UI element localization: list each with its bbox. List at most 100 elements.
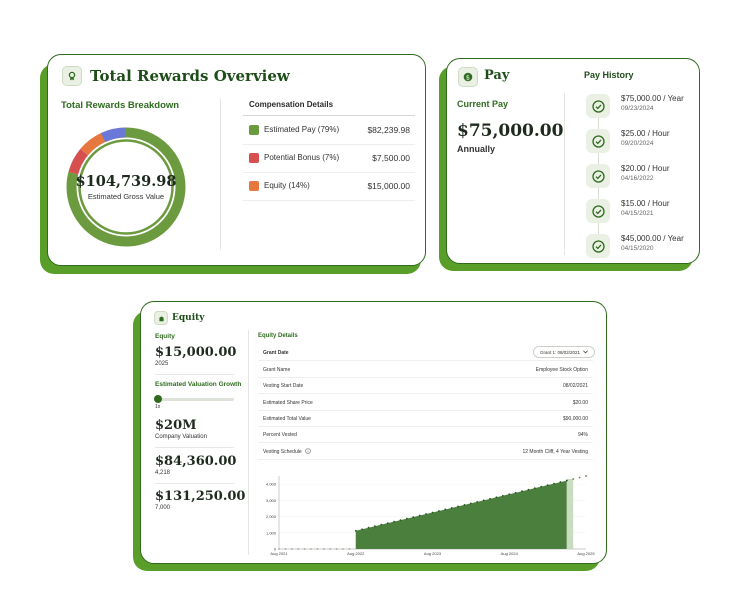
equity-detail-value: 08/02/2021 xyxy=(562,383,588,390)
pay-history-amount: $20.00 / Hour xyxy=(621,164,670,173)
equity-detail-value: 12 Month Cliff, 4 Year Vesting xyxy=(522,448,588,455)
check-circle-icon xyxy=(586,199,610,223)
equity-value-1-shares: 4,218 xyxy=(155,470,171,476)
vesting-point xyxy=(572,478,575,480)
equity-value-2: $131,250.00 xyxy=(155,489,246,504)
compensation-label: Potential Bonus (7%) xyxy=(264,153,340,162)
vesting-point xyxy=(565,479,568,482)
info-icon[interactable] xyxy=(305,447,311,454)
check-circle-icon xyxy=(586,234,610,258)
equity-detail-row: Estimated Share Price $20.00 xyxy=(258,395,593,411)
vesting-point xyxy=(348,548,351,550)
divider xyxy=(220,98,221,250)
pay-history-date: 04/15/2021 xyxy=(621,210,654,217)
equity-detail-row: Estimated Total Value $90,000.00 xyxy=(258,411,593,427)
equity-detail-row: Percent Vested 94% xyxy=(258,427,593,444)
vesting-point xyxy=(425,513,428,515)
pay-history-date: 04/16/2022 xyxy=(621,175,654,182)
vesting-point xyxy=(476,500,479,503)
x-tick-label: Aug 2024 xyxy=(501,551,519,556)
vesting-point xyxy=(354,529,357,532)
pay-history-date: 04/15/2020 xyxy=(621,245,654,252)
pay-history-date: 09/23/2024 xyxy=(621,105,654,112)
vesting-point xyxy=(303,548,306,550)
compensation-details-title: Compensation Details xyxy=(249,100,334,109)
vesting-point xyxy=(386,522,389,525)
equity-label: Equity xyxy=(155,333,175,340)
slider-value: 1x xyxy=(155,404,161,410)
x-tick-label: Aug 2022 xyxy=(347,551,365,556)
divider xyxy=(155,447,234,448)
equity-amount: $15,000.00 xyxy=(155,345,237,360)
vesting-point xyxy=(546,484,549,487)
check-circle-icon xyxy=(586,164,610,188)
vesting-point xyxy=(290,548,293,550)
vesting-point xyxy=(406,517,408,520)
dollar-icon: $ xyxy=(458,67,478,87)
company-valuation-amount: $20M xyxy=(155,418,197,433)
donut-caption: Estimated Gross Value xyxy=(87,192,165,201)
equity-detail-key: Estimated Total Value xyxy=(263,415,311,422)
vesting-point xyxy=(278,548,280,550)
total-rewards-overview-card: Total Rewards Overview Total Rewards Bre… xyxy=(47,54,426,266)
vesting-point xyxy=(463,503,466,506)
equity-detail-row: Vesting Start Date 08/02/2021 xyxy=(258,378,593,395)
vesting-point xyxy=(533,487,536,490)
vesting-point xyxy=(495,496,498,499)
x-tick-label: Aug 2023 xyxy=(424,551,442,556)
grant-select[interactable]: Grant 1: 08/02/2021 xyxy=(533,346,595,358)
y-tick-label: 3,000 xyxy=(266,498,277,503)
compensation-label: Estimated Pay (79%) xyxy=(264,125,340,134)
compensation-row: Estimated Pay (79%) $82,239.98 xyxy=(243,117,415,145)
vesting-point xyxy=(469,502,472,505)
y-tick-label: 4,000 xyxy=(266,482,277,487)
vesting-point xyxy=(316,548,319,550)
building-icon xyxy=(154,311,168,325)
pay-history-item: $15.00 / Hour 04/15/2021 xyxy=(586,197,696,227)
equity-value-2-shares: 7,000 xyxy=(155,505,171,511)
current-period-bar xyxy=(566,479,574,549)
equity-detail-value: $90,000.00 xyxy=(562,415,588,422)
divider xyxy=(155,483,234,484)
chevron-down-icon xyxy=(583,350,588,354)
pay-history-amount: $15.00 / Hour xyxy=(621,199,670,208)
vesting-point xyxy=(431,511,434,514)
pay-history-date: 09/20/2024 xyxy=(621,140,654,147)
pay-history-item: $25.00 / Hour 09/20/2024 xyxy=(586,127,696,157)
equity-title: Equity xyxy=(172,313,205,323)
valuation-slider-track[interactable] xyxy=(155,398,234,401)
pay-history-title: Pay History xyxy=(584,70,634,80)
vesting-point xyxy=(374,525,376,528)
award-icon xyxy=(62,66,82,86)
y-tick-label: 2,000 xyxy=(266,514,277,519)
vesting-point xyxy=(342,548,344,550)
vesting-point xyxy=(553,482,555,485)
vesting-point xyxy=(527,488,530,491)
equity-details-title: Equity Details xyxy=(258,333,298,339)
compensation-value: $82,239.98 xyxy=(367,125,410,135)
pay-history-item: $75,000.00 / Year 09/23/2024 xyxy=(586,92,696,122)
equity-detail-key: Grant Name xyxy=(263,367,291,373)
compensation-value: $7,500.00 xyxy=(372,153,410,163)
check-circle-icon xyxy=(586,94,610,118)
divider xyxy=(155,374,234,375)
vesting-point xyxy=(335,548,338,550)
vesting-point xyxy=(578,476,581,479)
valuation-slider-handle[interactable] xyxy=(154,395,162,403)
equity-year: 2025 xyxy=(155,361,169,367)
vesting-point xyxy=(585,475,587,477)
donut-inner-ring xyxy=(78,139,174,235)
check-circle-icon xyxy=(586,129,610,153)
equity-detail-key: Percent Vested xyxy=(263,432,297,439)
vesting-point xyxy=(329,548,332,550)
x-tick-label: Aug 2025 xyxy=(577,551,595,556)
pay-history-item: $45,000.00 / Year 04/15/2020 xyxy=(586,232,696,262)
grant-date-label: Grant Date xyxy=(263,350,289,356)
vesting-point xyxy=(412,516,415,518)
company-valuation-caption: Company Valuation xyxy=(155,434,207,440)
equity-detail-value: Employee Stock Option xyxy=(535,367,588,373)
vesting-point xyxy=(540,485,543,488)
equity-detail-key: Vesting Schedule xyxy=(263,448,302,455)
compensation-row: Potential Bonus (7%) $7,500.00 xyxy=(243,145,415,173)
legend-swatch xyxy=(249,181,259,191)
